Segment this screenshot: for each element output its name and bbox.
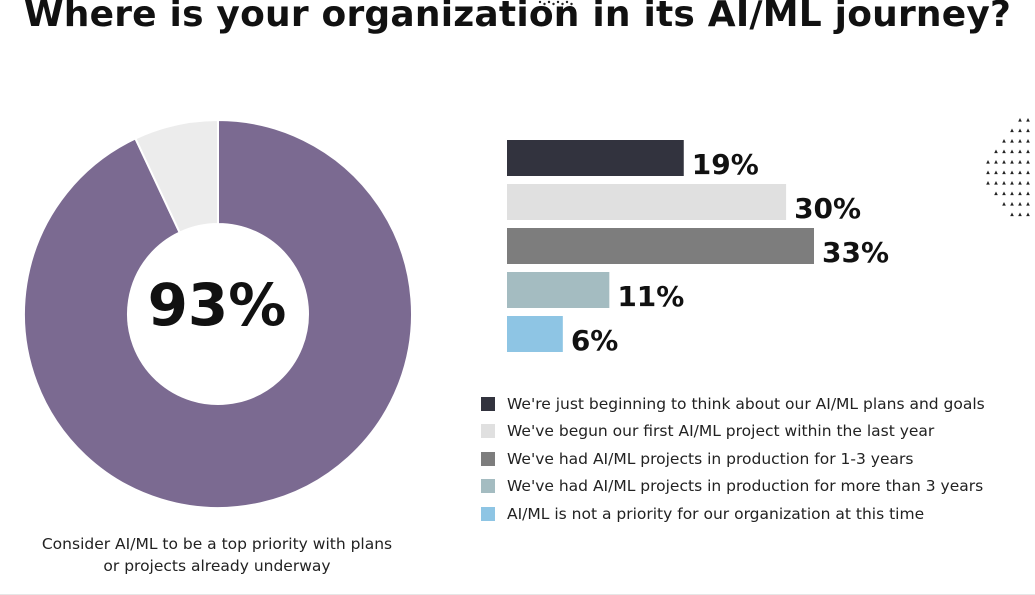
legend-swatch-4	[481, 479, 495, 494]
legend-label-3: We've had AI/ML projects in production f…	[507, 449, 914, 468]
bar-value-label-2: 30%	[794, 192, 861, 225]
bar-1	[507, 140, 684, 176]
legend-swatch-5	[481, 506, 495, 521]
legend-label-4: We've had AI/ML projects in production f…	[507, 477, 984, 496]
legend-swatch-1	[481, 396, 495, 411]
bar-5	[507, 316, 563, 352]
bar-value-label-4: 11%	[617, 280, 684, 313]
donut-chart	[23, 118, 413, 509]
donut-caption-line-1: Consider AI/ML to be a top priority with…	[41, 535, 393, 553]
bar-chart-legend: We're just beginning to think about our …	[481, 390, 985, 528]
donut-slice-1	[23, 118, 413, 509]
page-title: Where is your organization in its AI/ML …	[23, 0, 1012, 35]
donut-slice-2	[134, 118, 219, 234]
legend-label-1: We're just beginning to think about our …	[507, 394, 985, 413]
legend-item-5: AI/ML is not a priority for our organiza…	[481, 500, 985, 528]
legend-item-1: We're just beginning to think about our …	[481, 390, 985, 418]
bar-chart: 19% 30% 33% 11% 6%	[507, 140, 889, 357]
legend-item-2: We've begun our first AI/ML project with…	[481, 418, 985, 446]
legend-item-3: We've had AI/ML projects in production f…	[481, 445, 985, 473]
dot-pattern-top-decoration	[538, 0, 573, 6]
legend-label-5: AI/ML is not a priority for our organiza…	[507, 504, 925, 523]
legend-label-2: We've begun our first AI/ML project with…	[507, 422, 935, 441]
bar-4	[507, 272, 610, 308]
dot-pattern-right-decoration	[986, 118, 1030, 217]
bar-2	[507, 184, 787, 220]
bar-value-label-3: 33%	[822, 236, 889, 269]
legend-swatch-3	[481, 451, 495, 466]
bar-value-label-5: 6%	[571, 324, 619, 357]
bar-3	[507, 228, 814, 264]
donut-caption: Consider AI/ML to be a top priority with…	[10, 533, 424, 577]
bar-value-label-1: 19%	[692, 148, 759, 181]
donut-center-value: 93%	[147, 271, 287, 339]
legend-swatch-2	[481, 424, 495, 439]
legend-item-4: We've had AI/ML projects in production f…	[481, 473, 985, 501]
donut-caption-line-2: or projects already underway	[103, 557, 331, 575]
